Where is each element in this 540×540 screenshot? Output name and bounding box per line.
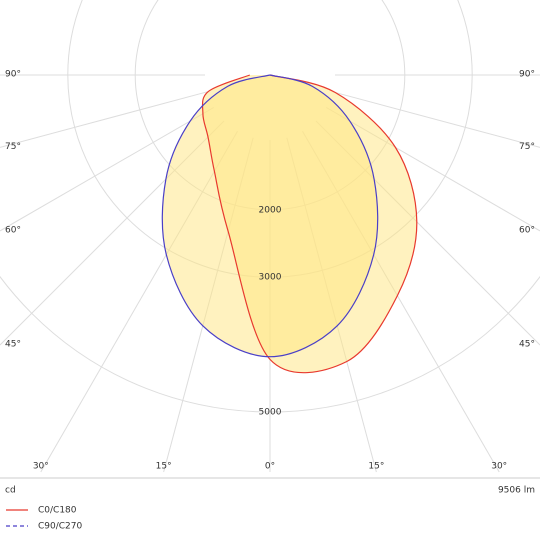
ring-label: 5000 (259, 408, 282, 418)
unit-label: cd (5, 486, 16, 496)
angle-label: 30° (33, 462, 49, 472)
ring-label: 2000 (259, 205, 282, 215)
angle-label: 60° (5, 225, 21, 235)
angle-label: 15° (368, 462, 384, 472)
angle-label: 45° (5, 340, 21, 350)
grid-line (332, 91, 540, 148)
line (201, 74, 418, 374)
grid-line (0, 91, 208, 148)
legend-label: C0/C180 (38, 506, 77, 516)
legend-label: C90/C270 (38, 522, 83, 532)
angle-label: 90° (519, 70, 535, 80)
area (162, 75, 378, 357)
angle-label: 90° (5, 70, 21, 80)
angle-label: 30° (491, 462, 507, 472)
angle-label: 15° (156, 462, 172, 472)
angle-label: 75° (5, 142, 21, 152)
angle-label: 60° (519, 225, 535, 235)
angle-label: 75° (519, 142, 535, 152)
grid-line (0, 107, 214, 232)
angle-label: 45° (519, 340, 535, 350)
line (161, 74, 379, 358)
ring-label: 3000 (259, 273, 282, 283)
angle-label: 0° (265, 462, 275, 472)
flux-label: 9506 lm (498, 486, 535, 496)
